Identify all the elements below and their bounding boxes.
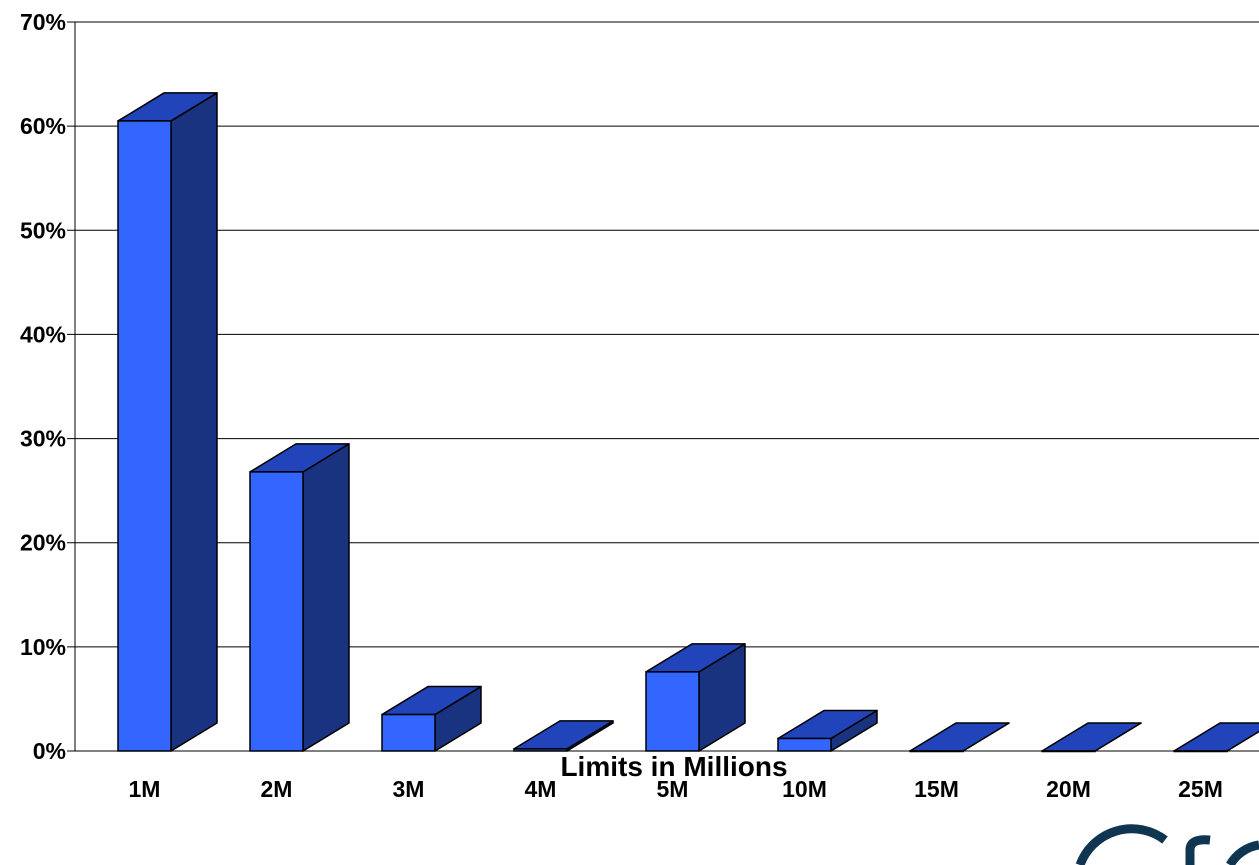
bar-front-face	[1173, 750, 1228, 753]
bar-front-face	[513, 748, 568, 752]
x-tick-label: 1M	[129, 776, 161, 802]
bar-side-face	[302, 443, 350, 752]
y-axis: 0% 10% 20% 30% 40% 50% 60% 70%	[20, 9, 76, 764]
x-tick-label: 15M	[914, 776, 959, 802]
bars	[117, 92, 1259, 753]
y-tick-label: 60%	[20, 113, 66, 139]
bar-top-face	[909, 722, 1010, 752]
bar	[513, 720, 614, 752]
x-tick-label: 20M	[1046, 776, 1091, 802]
x-tick-label: 3M	[393, 776, 425, 802]
bar	[381, 685, 482, 752]
bar-front-face	[645, 671, 700, 752]
x-axis-title: Limits in Millions	[560, 751, 787, 782]
bar	[249, 443, 350, 752]
y-tick-label: 40%	[20, 321, 66, 347]
bar-side-face	[170, 92, 218, 752]
y-tick-label: 10%	[20, 634, 66, 660]
bar-front-face	[381, 713, 436, 752]
x-tick-label: 10M	[782, 776, 827, 802]
y-tick-label: 50%	[20, 217, 66, 243]
bar-front-face	[249, 471, 304, 752]
bar-top-face	[513, 720, 614, 750]
y-tick-label: 20%	[20, 530, 66, 556]
bar-front-face	[909, 750, 964, 753]
gridlines	[67, 21, 1259, 752]
bar-front-face	[777, 737, 832, 752]
bar	[1041, 722, 1142, 753]
x-tick-label: 5M	[657, 776, 689, 802]
x-tick-label: 2M	[261, 776, 293, 802]
bar-front-face	[117, 120, 172, 752]
y-tick-label: 70%	[20, 9, 66, 35]
bar	[645, 643, 746, 752]
bar-top-face	[1041, 722, 1142, 752]
logo-fragment	[1075, 824, 1259, 865]
bar	[1173, 722, 1259, 753]
bar-front-face	[1041, 750, 1096, 753]
bar	[117, 92, 218, 752]
x-axis-ticks: 1M 2M 3M 4M 5M 10M 15M 20M 25M	[129, 776, 1223, 802]
bar	[777, 709, 878, 752]
bar-top-face	[1173, 722, 1259, 752]
y-tick-label: 0%	[33, 738, 66, 764]
x-tick-label: 25M	[1178, 776, 1223, 802]
bar	[909, 722, 1010, 753]
x-tick-label: 4M	[525, 776, 557, 802]
y-tick-label: 30%	[20, 426, 66, 452]
